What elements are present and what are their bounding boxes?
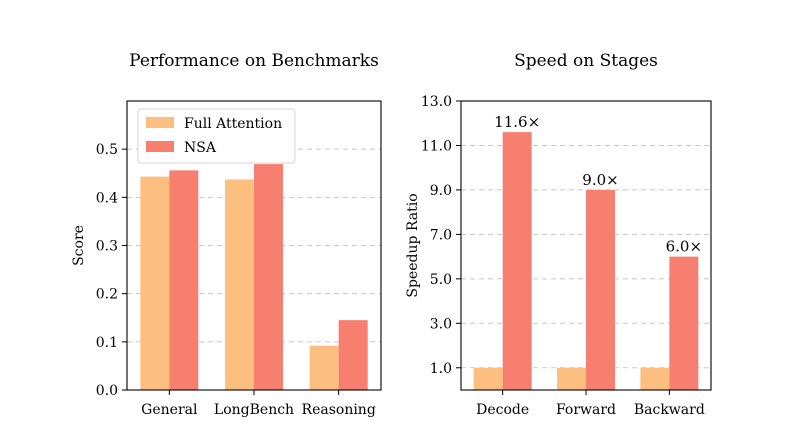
chart-speed-on-stages: Speed on Stages 1.0 3.0 5.0 7.0 9.0 11.0 13.0 11… bbox=[405, 51, 712, 418]
plot-frame bbox=[460, 100, 712, 391]
bar-full-attention-decode bbox=[473, 367, 503, 390]
bar-nsa-forward bbox=[586, 189, 615, 390]
x-tick-label: Decode bbox=[476, 402, 529, 418]
y-tick-label: 0.4 bbox=[96, 190, 118, 206]
y-tick-label: 0.1 bbox=[96, 335, 118, 351]
data-label-decode: 11.6× bbox=[494, 113, 540, 131]
data-label-backward: 6.0× bbox=[666, 238, 702, 256]
bar-full-attention-reasoning bbox=[309, 345, 339, 390]
legend: Full Attention NSA bbox=[137, 108, 296, 164]
y-tick-label: 0.2 bbox=[96, 287, 118, 303]
chart-title: Performance on Benchmarks bbox=[129, 51, 379, 71]
y-tick-label: 0.3 bbox=[96, 239, 118, 255]
x-tick-label: LongBench bbox=[214, 402, 294, 418]
y-tick-label: 5.0 bbox=[430, 272, 452, 288]
bar-nsa-longbench bbox=[254, 164, 283, 390]
y-tick-label: 13.0 bbox=[421, 94, 452, 110]
plot-frame bbox=[126, 100, 382, 391]
bar-full-attention-general bbox=[140, 176, 170, 390]
y-tick-label: 7.0 bbox=[430, 227, 452, 243]
y-tick-label: 0.0 bbox=[96, 383, 118, 399]
y-tick-label: 9.0 bbox=[430, 183, 452, 199]
y-axis-label: Speedup Ratio bbox=[405, 193, 421, 297]
bar-nsa-decode bbox=[502, 132, 532, 390]
bar-nsa-general bbox=[169, 170, 199, 390]
bar-nsa-reasoning bbox=[338, 320, 368, 390]
legend-label-nsa: NSA bbox=[184, 140, 217, 156]
y-tick-label: 3.0 bbox=[430, 316, 452, 332]
legend-label-full-attention: Full Attention bbox=[184, 116, 282, 132]
y-axis-label: Score bbox=[71, 225, 87, 266]
y-tick-label: 11.0 bbox=[421, 138, 452, 154]
chart-performance-on-benchmarks: Performance on Benchmarks 0.0 0.1 0.2 0.3 0.4… bbox=[71, 51, 382, 418]
legend-box bbox=[137, 108, 296, 164]
legend-swatch-nsa bbox=[146, 141, 174, 152]
x-tick-label: Backward bbox=[634, 402, 705, 418]
legend-swatch-full-attention bbox=[146, 117, 174, 128]
y-tick-label: 1.0 bbox=[430, 361, 452, 377]
x-tick-label: Reasoning bbox=[302, 402, 376, 418]
y-tick-label: 0.5 bbox=[96, 142, 118, 158]
bar-full-attention-longbench bbox=[225, 179, 254, 390]
x-tick-label: Forward bbox=[556, 402, 616, 418]
x-tick-label: General bbox=[141, 402, 198, 418]
bar-nsa-backward bbox=[669, 256, 699, 390]
chart-title: Speed on Stages bbox=[514, 51, 658, 71]
data-label-forward: 9.0× bbox=[582, 171, 618, 189]
bar-full-attention-forward bbox=[557, 367, 586, 390]
bar-full-attention-backward bbox=[640, 367, 670, 390]
